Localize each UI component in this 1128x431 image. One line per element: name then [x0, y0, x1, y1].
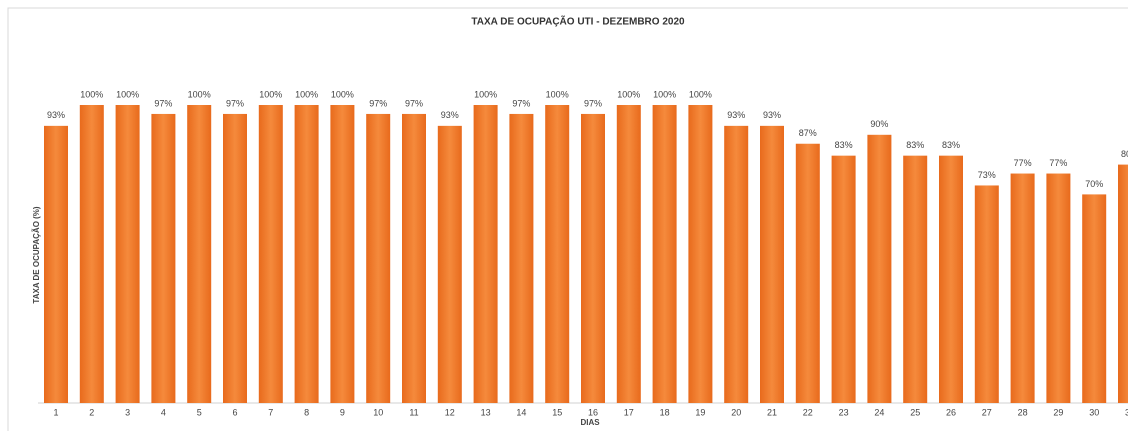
data-label: 100% — [689, 89, 712, 99]
x-tick-label: 18 — [660, 407, 670, 417]
x-tick-label: 3 — [125, 407, 130, 417]
data-label: 93% — [441, 110, 459, 120]
data-label: 97% — [154, 98, 172, 108]
bar — [652, 105, 677, 403]
bar — [903, 155, 928, 403]
bar — [545, 105, 570, 403]
bar — [831, 155, 856, 403]
x-tick-label: 8 — [304, 407, 309, 417]
data-label: 83% — [835, 140, 853, 150]
bar — [187, 105, 212, 403]
data-label: 100% — [188, 89, 211, 99]
x-tick-label: 17 — [624, 407, 634, 417]
x-tick-label: 25 — [910, 407, 920, 417]
data-label: 100% — [295, 89, 318, 99]
chart-title: TAXA DE OCUPAÇÃO UTI - DEZEMBRO 2020 — [471, 15, 685, 28]
bar — [151, 113, 176, 403]
bar — [616, 105, 641, 403]
bar — [330, 105, 355, 403]
data-label: 100% — [474, 89, 497, 99]
x-tick-label: 28 — [1018, 407, 1028, 417]
data-label: 100% — [617, 89, 640, 99]
x-tick-label: 15 — [552, 407, 562, 417]
data-label: 97% — [369, 98, 387, 108]
x-tick-label: 23 — [839, 407, 849, 417]
x-tick-label: 2 — [89, 407, 94, 417]
y-axis-title: TAXA DE OCUPAÇÃO (%) — [32, 206, 41, 304]
data-label: 93% — [727, 110, 745, 120]
data-label: 97% — [405, 98, 423, 108]
bar — [939, 155, 963, 403]
x-tick-label: 11 — [409, 407, 418, 417]
x-tick-label: 10 — [373, 407, 383, 417]
x-tick-label: 30 — [1089, 407, 1099, 417]
bar — [366, 113, 391, 403]
x-tick-label: 27 — [982, 407, 992, 417]
x-tick-label: 1 — [53, 407, 58, 417]
bar — [688, 105, 713, 403]
bar — [223, 113, 247, 403]
data-label: 73% — [978, 170, 996, 180]
x-tick-label: 13 — [481, 407, 491, 417]
data-label: 80% — [1121, 149, 1128, 159]
bar — [509, 113, 534, 403]
bar — [44, 125, 68, 404]
x-tick-label: 19 — [695, 407, 705, 417]
data-label: 97% — [512, 98, 530, 108]
data-label: 97% — [584, 98, 602, 108]
bar — [1046, 173, 1071, 403]
bar — [974, 185, 999, 403]
data-label: 93% — [763, 110, 781, 120]
x-tick-label: 20 — [731, 407, 741, 417]
x-tick-label: 14 — [516, 407, 526, 417]
data-label: 100% — [259, 89, 282, 99]
data-label: 70% — [1085, 179, 1103, 189]
bar — [79, 105, 104, 403]
x-tick-label: 7 — [268, 407, 273, 417]
data-label: 100% — [80, 89, 103, 99]
x-tick-label: 4 — [161, 407, 166, 417]
bar — [795, 143, 820, 404]
data-label: 77% — [1014, 158, 1032, 168]
bar — [473, 105, 498, 403]
bar — [1010, 173, 1035, 403]
bar — [867, 134, 892, 404]
data-label: 90% — [870, 119, 888, 129]
x-tick-label: 6 — [232, 407, 237, 417]
bar — [1082, 194, 1107, 403]
x-tick-label: 26 — [946, 407, 956, 417]
data-label: 97% — [226, 98, 244, 108]
bar — [760, 125, 784, 404]
data-label: 83% — [942, 140, 960, 150]
data-label: 100% — [653, 89, 676, 99]
bar — [115, 105, 140, 403]
x-tick-label: 9 — [340, 407, 345, 417]
data-label: 87% — [799, 128, 817, 138]
data-label: 100% — [331, 89, 354, 99]
x-tick-label: 5 — [197, 407, 202, 417]
bar — [294, 105, 319, 403]
bar — [1118, 164, 1128, 403]
x-tick-label: 22 — [803, 407, 813, 417]
data-label: 93% — [47, 110, 65, 120]
data-label: 77% — [1049, 158, 1067, 168]
data-label: 100% — [116, 89, 139, 99]
bar — [724, 125, 749, 404]
x-axis-title: DIAS — [580, 418, 600, 427]
x-tick-label: 31 — [1125, 407, 1128, 417]
x-tick-label: 29 — [1053, 407, 1063, 417]
data-label: 83% — [906, 140, 924, 150]
x-tick-label: 21 — [767, 407, 777, 417]
bar — [437, 125, 462, 404]
data-label: 100% — [546, 89, 569, 99]
bar — [258, 105, 283, 403]
bar — [581, 113, 605, 403]
bar — [402, 113, 426, 403]
x-tick-label: 16 — [588, 407, 598, 417]
x-tick-label: 24 — [874, 407, 884, 417]
x-tick-label: 12 — [445, 407, 455, 417]
